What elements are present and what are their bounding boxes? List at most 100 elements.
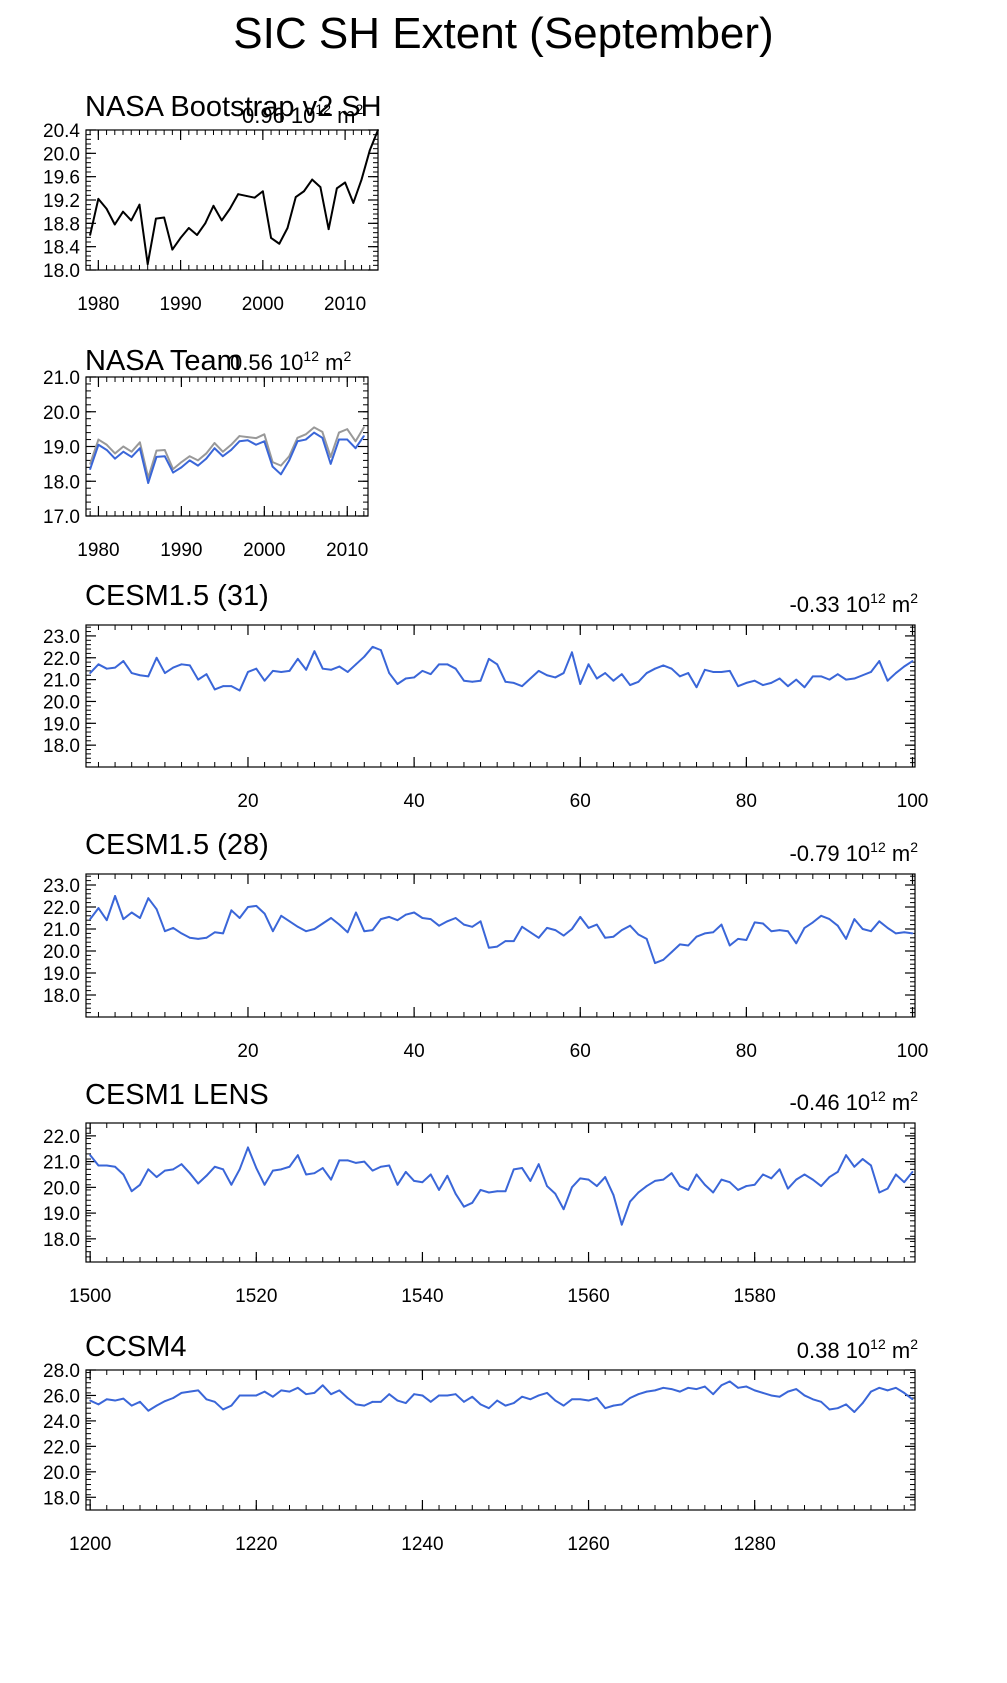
data-point — [114, 452, 116, 455]
data-point — [795, 678, 798, 681]
data-point — [338, 665, 341, 668]
data-point — [164, 1400, 166, 1403]
data-point — [404, 1402, 407, 1404]
data-point — [163, 216, 166, 219]
trend-label: 0.56 1012 m2 — [230, 348, 351, 375]
data-point — [787, 685, 789, 688]
data-point — [579, 1177, 582, 1180]
data-point — [546, 1185, 548, 1187]
data-point — [272, 930, 274, 933]
data-point — [438, 924, 440, 927]
data-point — [870, 1164, 872, 1167]
data-point — [637, 680, 640, 683]
data-point — [770, 1177, 773, 1180]
data-point — [438, 663, 440, 666]
x-tick-label: 1990 — [159, 294, 201, 315]
data-point — [280, 1389, 283, 1392]
data-point — [105, 667, 108, 670]
data-point — [122, 450, 125, 453]
data-point — [413, 1180, 416, 1182]
data-point — [155, 1404, 158, 1407]
data-point — [221, 455, 224, 458]
series-line — [89, 645, 914, 692]
data-point — [321, 1384, 324, 1387]
data-point — [130, 450, 133, 453]
data-point — [147, 1409, 150, 1412]
page-title: SIC SH Extent (September) — [233, 9, 773, 58]
data-point — [645, 1390, 648, 1393]
data-point — [828, 918, 831, 920]
data-point — [261, 190, 264, 193]
data-point — [853, 677, 856, 680]
data-point — [180, 1392, 183, 1394]
data-point — [853, 1411, 856, 1413]
data-point — [163, 449, 166, 451]
data-point — [396, 919, 399, 922]
data-point — [637, 1393, 640, 1396]
y-tick-label: 19.6 — [43, 168, 80, 189]
data-point — [662, 958, 665, 961]
data-point — [554, 929, 557, 931]
data-point — [130, 1190, 133, 1193]
data-point — [147, 675, 150, 678]
data-point — [687, 672, 690, 674]
data-point — [836, 1407, 839, 1410]
data-point — [271, 465, 274, 468]
data-point — [637, 1191, 640, 1194]
data-point — [903, 1392, 906, 1394]
data-point — [197, 1389, 200, 1392]
data-point — [454, 1393, 457, 1396]
data-point — [321, 436, 324, 439]
data-point — [504, 680, 507, 683]
data-point — [338, 431, 340, 434]
series-points — [89, 426, 365, 479]
data-point — [438, 1189, 440, 1191]
data-point — [811, 675, 814, 678]
data-point — [886, 927, 889, 929]
data-point — [288, 459, 291, 462]
data-point — [737, 1189, 739, 1191]
data-point — [629, 1200, 631, 1203]
data-point — [187, 227, 190, 229]
data-point — [280, 473, 282, 476]
x-tick-label: 1220 — [235, 1534, 277, 1555]
data-point — [703, 1385, 706, 1388]
y-tick-label: 18.4 — [43, 238, 80, 259]
data-point — [537, 669, 540, 672]
data-point — [679, 1185, 681, 1187]
data-point — [612, 679, 615, 682]
data-point — [612, 935, 615, 938]
y-tick-label: 18.0 — [43, 986, 80, 1007]
data-point — [155, 217, 157, 220]
panel-title: CESM1 LENS — [85, 1079, 269, 1111]
trend-label: 0.96 1012 m2 — [242, 101, 363, 128]
data-point — [155, 456, 158, 458]
data-point — [188, 455, 191, 458]
data-point — [529, 1398, 532, 1401]
data-point — [645, 1185, 648, 1187]
data-point — [114, 666, 116, 669]
x-tick-label: 1980 — [77, 540, 119, 561]
data-point — [213, 1165, 216, 1168]
data-point — [429, 918, 432, 920]
data-point — [288, 669, 291, 672]
data-point — [870, 1390, 872, 1393]
data-point — [180, 466, 183, 469]
data-point — [122, 918, 125, 920]
data-point — [803, 1394, 806, 1397]
data-point — [629, 1397, 631, 1399]
data-point — [97, 438, 100, 441]
trend-label: -0.33 1012 m2 — [789, 590, 918, 617]
data-point — [911, 1171, 914, 1173]
data-point — [305, 1393, 308, 1396]
data-point — [811, 1178, 814, 1181]
data-point — [529, 931, 532, 934]
data-point — [787, 930, 789, 933]
y-tick-label: 20.0 — [43, 1463, 80, 1484]
y-tick-label: 21.0 — [43, 1153, 80, 1174]
data-point — [213, 447, 216, 450]
y-tick-label: 18.0 — [43, 1230, 80, 1251]
data-point — [645, 672, 648, 674]
x-tick-label: 1580 — [734, 1286, 776, 1307]
data-point — [595, 1397, 598, 1399]
